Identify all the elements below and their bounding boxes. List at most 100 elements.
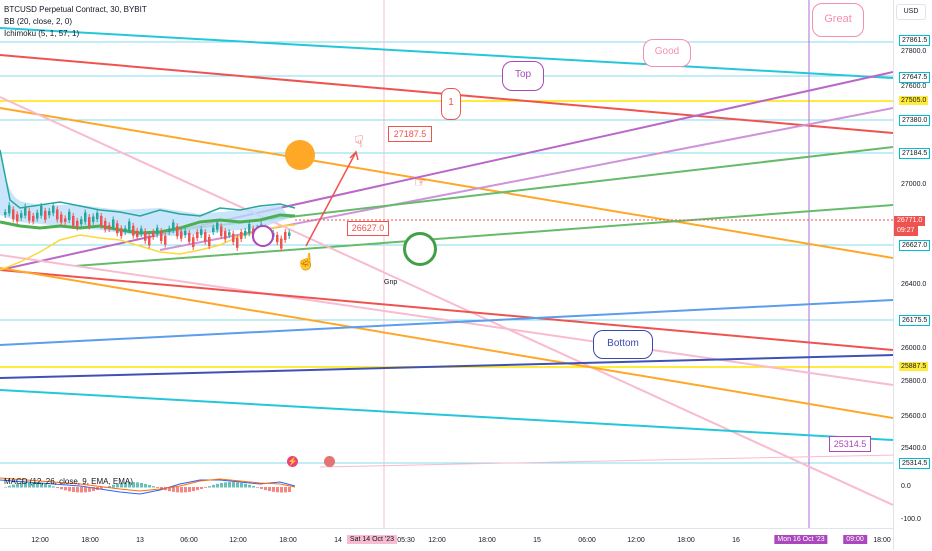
cyan-trend-line[interactable] — [0, 27, 893, 79]
price-tag-26627[interactable]: 26627.0 — [347, 221, 389, 236]
price-tag-label: 27187.5 — [393, 129, 427, 139]
macd-pane — [0, 477, 296, 495]
time-label: 15 — [533, 537, 541, 544]
macd-histogram-bar — [164, 487, 167, 491]
marker-date-label: Mon 16 Oct '23 — [774, 535, 828, 544]
purple-smile-emoji-icon[interactable] — [252, 225, 274, 247]
candle-body — [144, 231, 147, 241]
candle-body — [168, 228, 171, 232]
pink-trend-line-2[interactable] — [0, 254, 893, 386]
pink-trend-line[interactable] — [0, 96, 893, 506]
candle-body — [44, 210, 47, 220]
price-label: -100.0 — [901, 516, 921, 523]
ichimoku-legend[interactable]: Ichimoku (5, 1, 57, 1) — [4, 29, 80, 38]
good-callout[interactable]: Good — [643, 39, 691, 67]
time-label: 12:00 — [428, 537, 446, 544]
symbol-legend[interactable]: BTCUSD Perpetual Contract, 30, BYBIT — [4, 5, 147, 14]
bottom-callout[interactable]: Bottom — [593, 330, 653, 359]
price-label: 25800.0 — [901, 378, 927, 385]
arrow-head — [349, 150, 359, 161]
macd-histogram-bar — [148, 484, 151, 488]
one-callout[interactable]: 1 — [441, 88, 461, 120]
candle-body — [112, 219, 115, 228]
candle-body — [184, 230, 187, 235]
price-tag-27187[interactable]: 27187.5 — [388, 126, 432, 142]
great-callout[interactable]: Great — [812, 3, 864, 37]
macd-legend[interactable]: MACD (12, 26, close, 9, EMA, EMA) — [4, 477, 133, 486]
time-label: 12:00 — [229, 537, 247, 544]
top-callout[interactable]: Top — [502, 61, 544, 91]
candle-body — [204, 232, 207, 242]
cyan-trend-line-2[interactable] — [0, 389, 893, 441]
confused-emoji-icon[interactable] — [403, 232, 437, 266]
price-label: 25314.5 — [899, 458, 931, 469]
macd-histogram-bar — [12, 484, 15, 488]
red-trend-line-2[interactable] — [0, 269, 893, 351]
time-label: 12:00 — [31, 537, 49, 544]
good-label: Good — [654, 46, 680, 57]
navy-trend-line[interactable] — [0, 354, 893, 379]
macd-histogram-bar — [112, 484, 115, 488]
macd-line — [0, 479, 296, 495]
macd-histogram-bar — [228, 482, 231, 488]
macd-histogram-bar — [108, 485, 111, 488]
orange-trend-line[interactable] — [0, 107, 893, 259]
us-flag-icon[interactable] — [324, 456, 335, 467]
price-tag-label: 25314.5 — [833, 439, 867, 449]
macd-histogram-bar — [48, 485, 51, 488]
macd-histogram-bar — [124, 482, 127, 488]
candle-body — [284, 232, 287, 240]
candle-body — [164, 236, 167, 245]
price-tag-25314[interactable]: 25314.5 — [829, 436, 871, 452]
macd-histogram-bar — [272, 487, 275, 492]
arrow-line[interactable] — [305, 151, 357, 247]
current-price-badge: 26771.0 — [894, 216, 926, 226]
pink-trend-line-3[interactable] — [319, 454, 893, 468]
top-label: Top — [514, 69, 532, 80]
macd-histogram-bar — [44, 484, 47, 488]
hand-point-down-icon[interactable]: ☟ — [354, 134, 364, 151]
macd-histogram-bar — [172, 487, 175, 492]
candle-body — [280, 238, 283, 249]
green-trend-line-2[interactable] — [74, 204, 893, 267]
macd-histogram-bar — [20, 482, 23, 488]
time-label: 13 — [136, 537, 144, 544]
price-label: 26627.0 — [899, 240, 931, 251]
gnp-label[interactable]: Gnp — [384, 279, 398, 286]
candle-body — [56, 209, 59, 220]
candle-body — [240, 232, 243, 240]
macd-histogram-bar — [128, 482, 131, 488]
candle-body — [248, 224, 251, 234]
candle-body — [40, 205, 43, 216]
one-label: 1 — [448, 97, 454, 108]
candle-body — [84, 212, 87, 222]
hand-point-right-icon[interactable]: ☞ — [414, 174, 427, 190]
orange-trend-line-2[interactable] — [0, 267, 893, 419]
price-label: 27380.0 — [899, 115, 931, 126]
macd-histogram-bar — [120, 482, 123, 488]
macd-histogram-bar — [232, 482, 235, 488]
candle-body — [244, 230, 247, 236]
bar-countdown-badge: 09:27 — [894, 226, 918, 236]
macd-histogram — [4, 482, 291, 493]
candle-body — [12, 209, 15, 220]
candle-body — [60, 214, 63, 223]
hand-point-up-icon[interactable]: ☝ — [296, 254, 316, 271]
currency-button[interactable]: USD — [896, 4, 926, 20]
lightning-icon[interactable]: ⚡ — [287, 456, 298, 467]
time-axis[interactable] — [0, 528, 893, 551]
smile-emoji-icon[interactable] — [285, 140, 315, 170]
chart-canvas[interactable] — [0, 0, 893, 528]
macd-histogram-bar — [16, 483, 19, 488]
candle-body — [192, 237, 195, 248]
time-label: 18:00 — [478, 537, 496, 544]
macd-histogram-bar — [264, 487, 267, 491]
candle-body — [124, 228, 127, 233]
candle-body — [232, 233, 235, 243]
macd-histogram-bar — [72, 487, 75, 492]
blue-trend-line[interactable] — [0, 299, 893, 346]
bb-legend[interactable]: BB (20, close, 2, 0) — [4, 17, 73, 26]
macd-histogram-bar — [36, 482, 39, 488]
macd-histogram-bar — [64, 487, 67, 491]
